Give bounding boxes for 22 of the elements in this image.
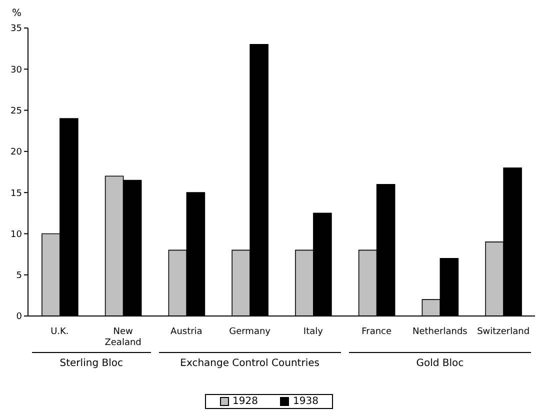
x-tick-label: Austria (170, 327, 202, 337)
y-tick-label: 25 (10, 106, 22, 116)
text: Exchange Control Countries (179, 358, 320, 369)
text: Sterling Bloc (58, 358, 124, 369)
y-tick-label: 10 (10, 230, 22, 240)
x-tick-label: U.K. (50, 327, 69, 337)
y-tick-label: 30 (10, 65, 22, 76)
x-tick-label: France (362, 327, 392, 337)
legend-label: 1938 (293, 396, 318, 407)
y-tick-label: 0 (16, 312, 22, 322)
y-tick-label: 20 (10, 148, 22, 158)
y-tick-label: 35 (10, 24, 22, 34)
y-axis-title: % (12, 8, 22, 19)
x-tick-label: Germany (229, 327, 272, 337)
legend-label: 1928 (232, 396, 258, 407)
x-tick-label: New Zealand (104, 327, 142, 348)
y-tick-label: 15 (10, 188, 22, 199)
y-tick-label: 5 (16, 271, 22, 282)
text: Gold Bloc (415, 358, 465, 369)
x-tick-label: Switzerland (477, 327, 530, 337)
x-tick-label: Italy (303, 327, 324, 337)
x-tick-label: Netherlands (412, 327, 468, 337)
